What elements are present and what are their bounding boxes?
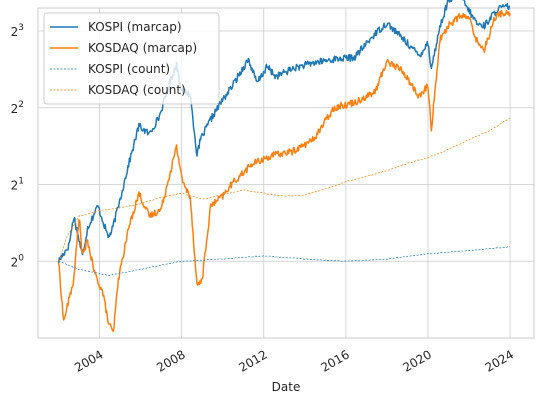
series-line-kosdaq-marcap: [57, 9, 511, 332]
y-tick-labels: 20 21 22 23: [11, 23, 25, 269]
series-layer: [57, 0, 511, 332]
legend-label: KOSPI (marcap): [88, 20, 182, 34]
x-tick-label: 2004: [72, 347, 105, 374]
legend-box: [43, 12, 220, 105]
y-tick-label: 20: [11, 253, 25, 269]
legend-label: KOSDAQ (count): [88, 83, 186, 97]
y-tick-label: 23: [11, 23, 24, 39]
series-line-kospi-count: [58, 246, 511, 277]
x-tick-labels: 2004 2008 2012 2016 2020 2024: [72, 347, 516, 374]
series-line-kosdaq-count: [58, 117, 511, 262]
legend-label: KOSPI (count): [88, 62, 170, 76]
y-tick-label: 22: [11, 100, 24, 116]
x-tick-label: 2024: [483, 347, 516, 374]
x-tick-label: 2020: [401, 347, 434, 374]
x-axis-label: Date: [272, 380, 301, 394]
plot-frame: [37, 7, 535, 339]
x-tick-label: 2012: [236, 347, 269, 374]
series-line-kospi-marcap: [57, 0, 511, 264]
x-tick-label: 2016: [318, 347, 351, 374]
y-tick-label: 21: [11, 177, 24, 193]
x-tick-label: 2008: [154, 347, 187, 374]
legend: KOSPI (marcap) KOSDAQ (marcap) KOSPI (coun…: [43, 12, 220, 105]
legend-label: KOSDAQ (marcap): [88, 41, 197, 55]
